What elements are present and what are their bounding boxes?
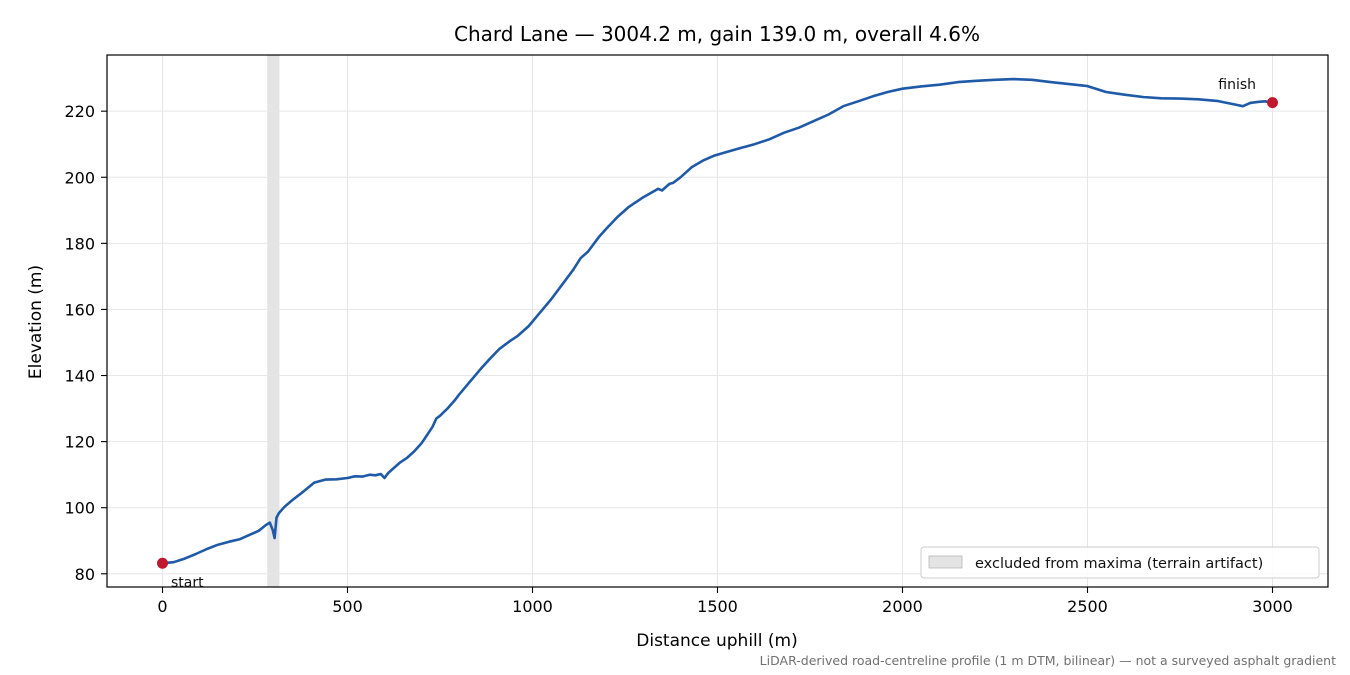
start-marker bbox=[157, 557, 168, 569]
x-tick-layer: 0 500 1000 1500 2000 2500 3000 bbox=[157, 587, 1293, 616]
chart-title: Chard Lane — 3004.2 m, gain 139.0 m, ove… bbox=[454, 22, 980, 46]
legend-label: excluded from maxima (terrain artifact) bbox=[975, 556, 1263, 572]
start-annotation: start bbox=[171, 575, 204, 591]
series-layer bbox=[161, 77, 1274, 565]
y-axis-label: Elevation (m) bbox=[26, 265, 46, 379]
marker-layer bbox=[157, 97, 1278, 569]
finish-marker bbox=[1267, 97, 1278, 109]
x-tick-label: 2000 bbox=[882, 597, 923, 616]
excluded-band bbox=[267, 55, 280, 587]
y-tick-label: 120 bbox=[64, 433, 95, 452]
y-tick-label: 100 bbox=[64, 499, 95, 518]
x-axis-label: Distance uphill (m) bbox=[636, 631, 797, 651]
finish-annotation: finish bbox=[1218, 77, 1256, 93]
y-tick-label: 220 bbox=[64, 102, 95, 121]
grid-layer bbox=[107, 55, 1328, 587]
footnote: LiDAR-derived road-centreline profile (1… bbox=[760, 653, 1336, 668]
y-tick-label: 200 bbox=[64, 168, 95, 187]
legend: excluded from maxima (terrain artifact) bbox=[920, 546, 1320, 579]
x-tick-label: 1000 bbox=[512, 597, 553, 616]
elevation-line bbox=[161, 77, 1274, 565]
y-tick-label: 140 bbox=[64, 367, 95, 386]
legend-frame bbox=[920, 546, 1320, 579]
x-tick-label: 2500 bbox=[1067, 597, 1108, 616]
x-tick-label: 3000 bbox=[1252, 597, 1293, 616]
y-tick-layer: 80 100 120 140 160 180 200 220 bbox=[64, 102, 107, 584]
y-tick-label: 160 bbox=[64, 300, 95, 319]
x-tick-label: 1500 bbox=[697, 597, 738, 616]
excluded-band-layer bbox=[267, 55, 280, 587]
x-tick-label: 0 bbox=[157, 597, 167, 616]
y-tick-label: 180 bbox=[64, 234, 95, 253]
x-tick-label: 500 bbox=[332, 597, 363, 616]
y-tick-label: 80 bbox=[75, 565, 95, 584]
legend-swatch bbox=[928, 555, 963, 569]
